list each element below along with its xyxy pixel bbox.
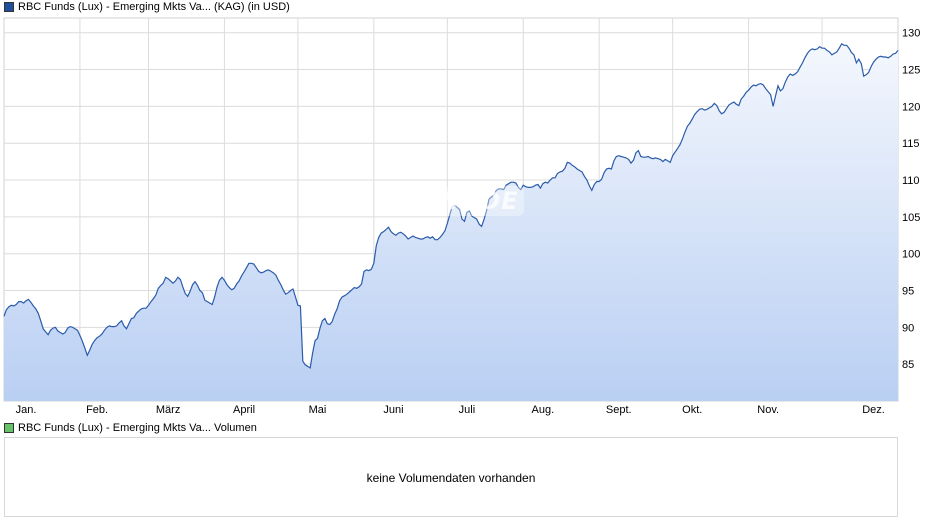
x-axis: Jan. Feb. März April Mai Juni Juli Aug. Sept. Okt… bbox=[16, 404, 885, 416]
x-tick-label: Okt. bbox=[682, 404, 702, 416]
y-tick-label: 120 bbox=[902, 101, 920, 113]
volume-legend: RBC Funds (Lux) - Emerging Mkts Va... Vo… bbox=[4, 422, 257, 434]
price-area bbox=[4, 43, 898, 402]
x-tick-label: Juni bbox=[383, 404, 403, 416]
x-tick-label: Dez. bbox=[862, 404, 885, 416]
x-tick-label: Mai bbox=[309, 404, 327, 416]
y-axis: 85 90 95 100 105 110 115 120 125 130 bbox=[902, 28, 920, 371]
y-tick-label: 105 bbox=[902, 212, 920, 224]
volume-series-swatch bbox=[4, 423, 14, 433]
price-series-swatch bbox=[4, 2, 14, 12]
y-tick-label: 115 bbox=[902, 138, 920, 150]
x-tick-label: Jan. bbox=[16, 404, 37, 416]
x-tick-label: Juli bbox=[459, 404, 476, 416]
price-legend: RBC Funds (Lux) - Emerging Mkts Va... (K… bbox=[4, 1, 290, 13]
x-tick-label: Aug. bbox=[532, 404, 555, 416]
y-tick-label: 90 bbox=[902, 322, 914, 334]
x-tick-label: Nov. bbox=[757, 404, 779, 416]
price-series-label: RBC Funds (Lux) - Emerging Mkts Va... (K… bbox=[18, 1, 290, 13]
ariva-watermark: ARIVA.DE bbox=[378, 186, 524, 216]
y-tick-label: 125 bbox=[902, 65, 920, 77]
x-tick-label: März bbox=[156, 404, 180, 416]
y-tick-label: 130 bbox=[902, 28, 920, 40]
price-chart: 85 90 95 100 105 110 115 120 125 130 Jan. Feb. März… bbox=[3, 17, 920, 416]
y-tick-label: 85 bbox=[902, 359, 914, 371]
volume-series-label: RBC Funds (Lux) - Emerging Mkts Va... Vo… bbox=[18, 422, 257, 434]
x-tick-label: Sept. bbox=[606, 404, 632, 416]
y-tick-label: 95 bbox=[902, 286, 914, 298]
price-line bbox=[3, 42, 899, 369]
x-tick-label: April bbox=[233, 404, 255, 416]
y-tick-label: 110 bbox=[902, 175, 920, 187]
y-tick-label: 100 bbox=[902, 249, 920, 261]
x-tick-label: Feb. bbox=[86, 404, 108, 416]
volume-panel: keine Volumendaten vorhanden bbox=[4, 437, 898, 517]
no-volume-message: keine Volumendaten vorhanden bbox=[366, 471, 536, 485]
